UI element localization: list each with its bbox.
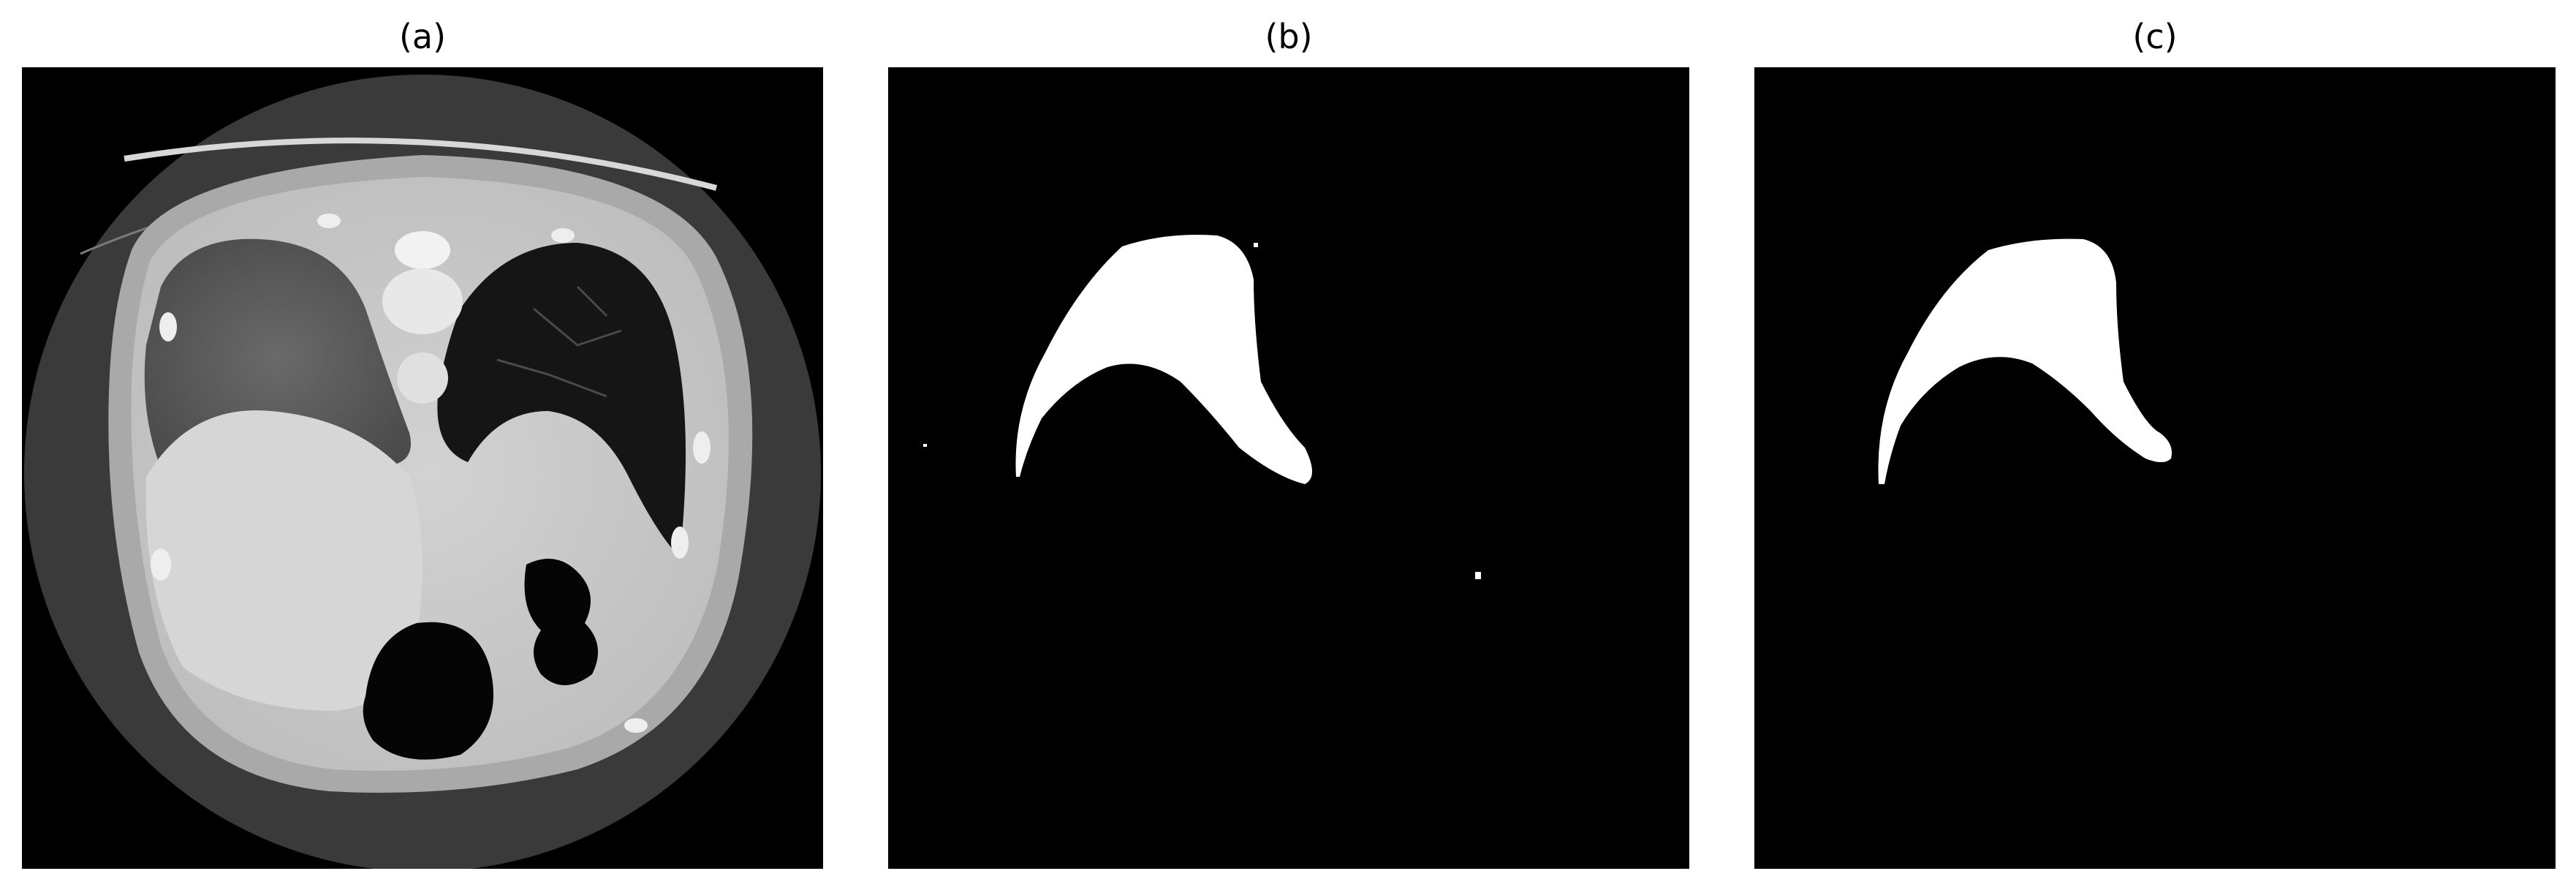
bowel-gas	[524, 559, 598, 685]
panel-a-ct-image	[22, 67, 823, 869]
panel-c-title: (c)	[2132, 17, 2178, 56]
raw-mask-region	[1015, 235, 1312, 484]
table-line	[124, 137, 718, 191]
left-lung	[437, 243, 686, 557]
panel-b-raw-mask	[888, 67, 1689, 869]
panel-c-refined-mask	[1754, 67, 2556, 869]
panel-a-title: (a)	[398, 17, 447, 56]
stomach-gas	[363, 622, 493, 760]
refined-mask-graphic	[1754, 67, 2556, 869]
panel-b-title: (b)	[1265, 17, 1313, 56]
right-lung	[144, 238, 411, 477]
liver	[145, 410, 423, 711]
vertebra	[395, 231, 450, 269]
ct-scan-graphic	[22, 67, 823, 869]
raw-mask-graphic	[888, 67, 1689, 869]
aorta	[397, 352, 448, 404]
refined-mask-region	[1878, 238, 2172, 484]
